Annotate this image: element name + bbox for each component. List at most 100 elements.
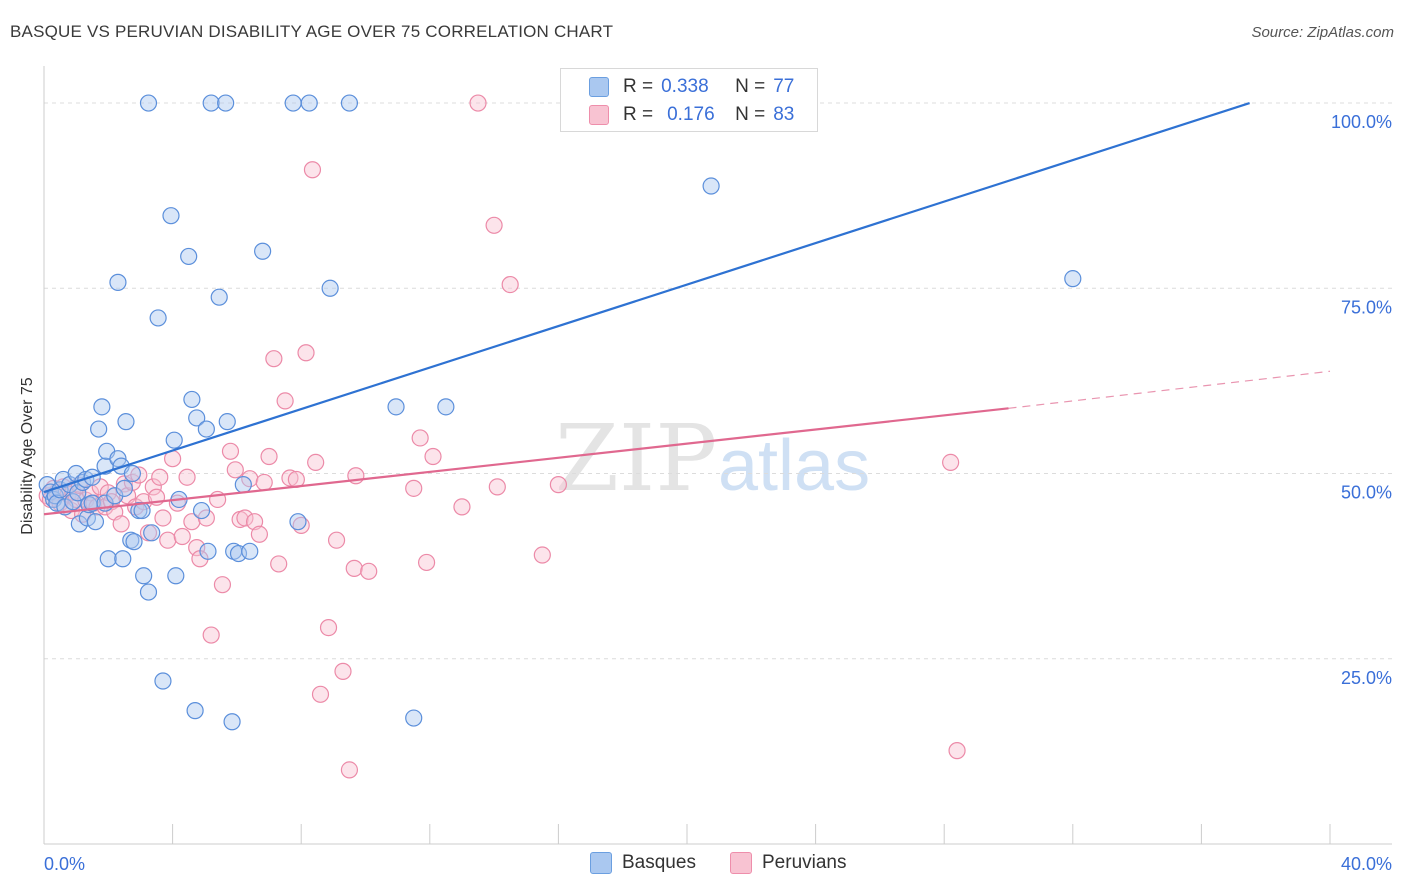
peruvian-point (260, 447, 278, 466)
watermark: ZIP atlas (555, 405, 870, 512)
series-legend: Basques Peruvians (0, 852, 1406, 878)
basque-point (1064, 270, 1082, 288)
peruvian-point (250, 525, 269, 543)
n-label: N = (735, 104, 766, 125)
peruvian-point (276, 392, 294, 410)
basque-point (90, 420, 108, 438)
peruvians-n-value: 83 (773, 104, 795, 125)
peruvians-swatch (589, 105, 609, 125)
peruvian-point (159, 531, 177, 549)
peruvian-point (549, 476, 568, 494)
basque-point (340, 94, 359, 112)
x-tick-label-min: 0.0% (44, 854, 85, 874)
peruvian-point (245, 513, 264, 531)
basque-point (405, 709, 423, 727)
peruvian-point (270, 555, 288, 573)
peruvians-r-value: 0.176 (667, 104, 715, 125)
basques-legend-label: Basques (622, 852, 696, 873)
basque-point (217, 94, 235, 112)
basque-point (186, 702, 204, 720)
peruvians-legend-label: Peruvians (762, 852, 847, 873)
basque-point (202, 94, 220, 112)
peruvian-point (340, 761, 359, 779)
basque-point (135, 567, 153, 585)
basque-point (254, 242, 272, 260)
peruvian-point (411, 429, 429, 447)
peruvian-point (501, 275, 519, 294)
basque-point (321, 279, 339, 297)
peruvian-point (345, 559, 363, 577)
peruvian-point (130, 466, 148, 484)
axes (43, 66, 1392, 845)
basque-point (115, 479, 133, 497)
peruvian-point (948, 742, 966, 760)
trend-lines (43, 102, 1331, 516)
basques-series (38, 94, 1082, 731)
peruvians-trend-line (43, 407, 1009, 516)
peruvian-point (303, 161, 322, 179)
basque-point (154, 672, 172, 690)
basque-point (123, 464, 142, 483)
basque-point (167, 567, 185, 585)
basque-point (64, 493, 82, 511)
basque-point (210, 288, 228, 306)
peruvian-point (188, 539, 206, 557)
peruvian-point (281, 469, 299, 487)
basque-point (180, 247, 198, 266)
peruvian-point (942, 453, 960, 472)
peruvian-point (178, 468, 196, 486)
peruvian-point (334, 662, 352, 680)
basque-point (188, 409, 206, 427)
peruvian-point (255, 473, 273, 492)
peruvian-point (405, 479, 423, 497)
basque-point (125, 533, 143, 551)
legend-row-basques: R = 0.338 N = 77 (561, 73, 794, 101)
basques-n-value: 77 (773, 76, 795, 97)
peruvian-point (236, 509, 254, 527)
chart-title: BASQUE VS PERUVIAN DISABILITY AGE OVER 7… (10, 22, 614, 41)
basques-swatch (589, 77, 609, 97)
basque-point (165, 431, 183, 449)
peruvians-trend-extension (1008, 370, 1331, 409)
basque-point (114, 550, 132, 568)
y-tick-label-100: 100.0% (1331, 112, 1392, 132)
basque-point (149, 309, 167, 327)
basque-point (139, 583, 158, 601)
basque-point (197, 420, 215, 438)
legend-item-peruvians[interactable]: Peruvians (730, 852, 847, 874)
basque-point (387, 398, 405, 416)
peruvian-point (297, 344, 315, 362)
peruvian-point (226, 461, 244, 479)
basque-point (183, 390, 201, 409)
watermark-zip: ZIP (555, 405, 717, 512)
basque-point (223, 713, 241, 731)
peruvian-point (485, 216, 503, 234)
peruvian-point (151, 468, 169, 486)
peruvian-point (417, 553, 436, 572)
basque-point (109, 273, 127, 291)
x-tick-label-max: 40.0% (1341, 854, 1392, 874)
peruvian-point (319, 619, 338, 637)
basques-trend-line (43, 102, 1250, 494)
basque-point (83, 494, 101, 512)
source-label: Source: ZipAtlas.com (1251, 24, 1394, 41)
y-tick-labels: 25.0% 50.0% 75.0% 100.0% (1331, 112, 1392, 688)
basque-point (234, 476, 252, 494)
basques-legend-swatch (590, 852, 612, 874)
legend-item-basques[interactable]: Basques (590, 852, 696, 874)
peruvian-point (488, 478, 506, 496)
basque-point (86, 513, 105, 531)
basque-point (143, 524, 161, 542)
basque-point (93, 398, 111, 416)
basque-point (99, 550, 117, 568)
peruvian-point (360, 562, 378, 580)
basque-point (218, 413, 236, 431)
peruvian-point (424, 447, 442, 466)
peruvian-point (311, 685, 330, 703)
peruvian-point (144, 478, 162, 496)
peruvians-legend-swatch (730, 852, 752, 874)
r-label: R = (623, 76, 654, 97)
basque-point (289, 513, 307, 531)
basque-point (702, 177, 720, 195)
